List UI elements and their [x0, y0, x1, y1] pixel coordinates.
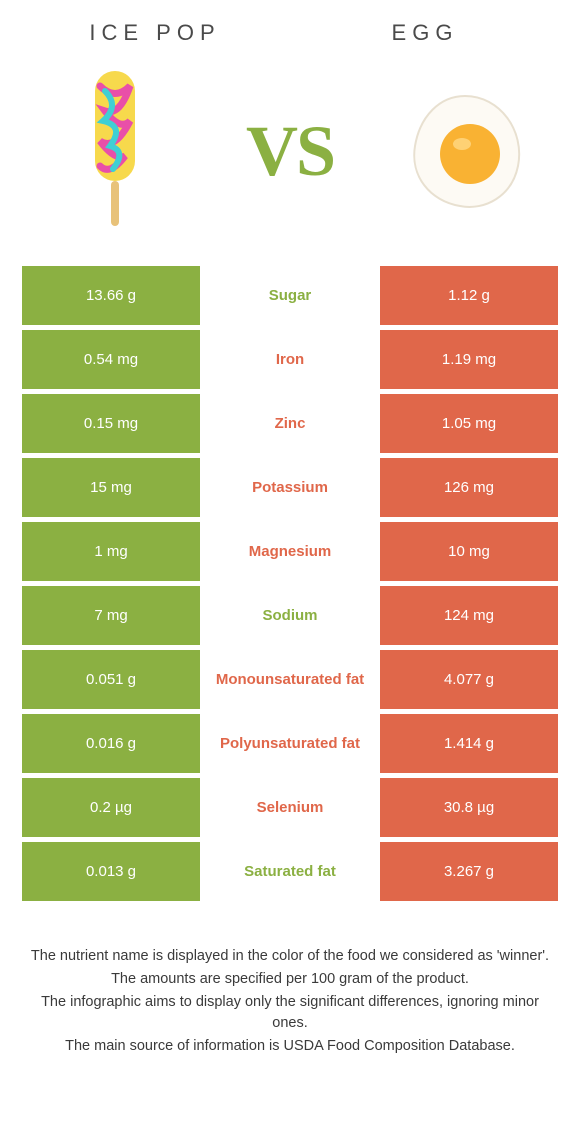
right-value: 124 mg [380, 586, 558, 645]
right-value: 3.267 g [380, 842, 558, 901]
nutrient-name: Selenium [200, 778, 380, 837]
vs-label: VS [246, 110, 334, 193]
table-row: 0.016 gPolyunsaturated fat1.414 g [22, 714, 558, 773]
table-row: 1 mgMagnesium10 mg [22, 522, 558, 581]
left-value: 1 mg [22, 522, 200, 581]
right-value: 126 mg [380, 458, 558, 517]
right-value: 30.8 µg [380, 778, 558, 837]
left-value: 7 mg [22, 586, 200, 645]
left-food-title: ICE POP [20, 20, 290, 46]
right-food-title: EGG [290, 20, 560, 46]
right-value: 4.077 g [380, 650, 558, 709]
left-value: 13.66 g [22, 266, 200, 325]
nutrient-name: Polyunsaturated fat [200, 714, 380, 773]
nutrient-name: Magnesium [200, 522, 380, 581]
footnotes: The nutrient name is displayed in the co… [0, 906, 580, 1079]
images-row: VS [0, 56, 580, 266]
left-value: 0.051 g [22, 650, 200, 709]
table-row: 7 mgSodium124 mg [22, 586, 558, 645]
table-row: 0.013 gSaturated fat3.267 g [22, 842, 558, 901]
footnote-line: The main source of information is USDA F… [30, 1036, 550, 1057]
nutrient-name: Sugar [200, 266, 380, 325]
left-value: 0.013 g [22, 842, 200, 901]
nutrient-name: Potassium [200, 458, 380, 517]
footnote-line: The infographic aims to display only the… [30, 992, 550, 1034]
header: ICE POP EGG [0, 0, 580, 56]
nutrient-name: Iron [200, 330, 380, 389]
left-value: 0.54 mg [22, 330, 200, 389]
right-value: 1.19 mg [380, 330, 558, 389]
nutrient-name: Saturated fat [200, 842, 380, 901]
nutrient-name: Zinc [200, 394, 380, 453]
right-value: 1.05 mg [380, 394, 558, 453]
table-row: 0.54 mgIron1.19 mg [22, 330, 558, 389]
left-value: 0.2 µg [22, 778, 200, 837]
left-value: 15 mg [22, 458, 200, 517]
left-value: 0.016 g [22, 714, 200, 773]
ice-pop-icon [40, 61, 190, 241]
nutrient-name: Sodium [200, 586, 380, 645]
right-value: 1.414 g [380, 714, 558, 773]
table-row: 0.15 mgZinc1.05 mg [22, 394, 558, 453]
table-row: 15 mgPotassium126 mg [22, 458, 558, 517]
table-row: 0.2 µgSelenium30.8 µg [22, 778, 558, 837]
footnote-line: The nutrient name is displayed in the co… [30, 946, 550, 967]
footnote-line: The amounts are specified per 100 gram o… [30, 969, 550, 990]
table-row: 13.66 gSugar1.12 g [22, 266, 558, 325]
table-row: 0.051 gMonounsaturated fat4.077 g [22, 650, 558, 709]
nutrient-name: Monounsaturated fat [200, 650, 380, 709]
left-value: 0.15 mg [22, 394, 200, 453]
right-value: 10 mg [380, 522, 558, 581]
nutrient-table: 13.66 gSugar1.12 g0.54 mgIron1.19 mg0.15… [0, 266, 580, 901]
egg-icon [390, 61, 540, 241]
right-value: 1.12 g [380, 266, 558, 325]
